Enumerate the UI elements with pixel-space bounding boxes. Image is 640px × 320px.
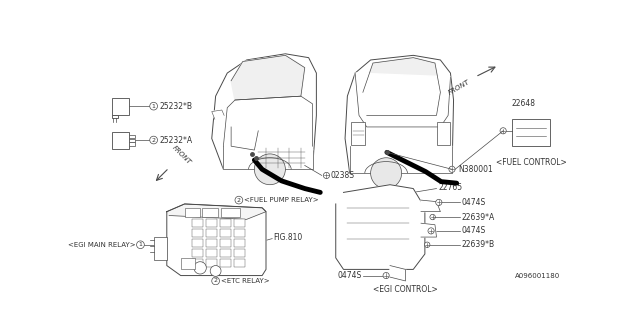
Circle shape [323,172,330,179]
Circle shape [136,241,145,249]
Circle shape [194,262,206,274]
Bar [436,122,451,145]
Text: 22765: 22765 [438,182,462,191]
Text: A096001180: A096001180 [515,273,561,279]
Text: 1: 1 [138,242,142,247]
Bar [206,260,217,267]
Polygon shape [231,127,259,150]
Bar [193,219,204,227]
Bar [351,122,365,145]
Text: <FUEL CONTROL>: <FUEL CONTROL> [495,158,566,167]
Bar [112,98,129,115]
Circle shape [383,273,389,279]
Text: <FUEL PUMP RELAY>: <FUEL PUMP RELAY> [244,197,319,203]
Circle shape [371,158,402,188]
Polygon shape [336,185,425,269]
Bar [193,229,204,237]
Text: 25232*A: 25232*A [159,136,192,145]
Bar [193,249,204,257]
Polygon shape [167,204,266,276]
Polygon shape [421,200,440,212]
Bar [193,260,204,267]
Text: <EGI CONTROL>: <EGI CONTROL> [373,285,438,294]
Text: 1: 1 [152,104,156,109]
Polygon shape [231,55,305,100]
Circle shape [500,128,506,134]
Circle shape [210,266,221,276]
Bar [206,229,217,237]
Circle shape [424,242,430,247]
Bar [184,208,200,217]
Text: <ETC RELAY>: <ETC RELAY> [221,278,269,284]
Bar [154,237,167,260]
Bar [206,249,217,257]
Bar [234,260,245,267]
Polygon shape [212,110,224,119]
Bar [221,208,241,217]
Bar [193,239,204,247]
Text: FRONT: FRONT [172,144,193,165]
Bar [129,139,135,142]
Circle shape [436,199,442,205]
Polygon shape [349,146,452,173]
Bar [234,219,245,227]
Bar [234,229,245,237]
Bar [129,142,135,146]
Circle shape [254,154,285,185]
Text: FRONT: FRONT [448,78,472,96]
Text: 0238S: 0238S [330,171,355,180]
Polygon shape [390,266,406,281]
Bar [112,115,118,118]
Polygon shape [223,146,312,169]
Polygon shape [167,204,266,219]
Circle shape [150,102,157,110]
Bar [129,135,135,139]
Bar [513,119,550,146]
Polygon shape [421,223,436,237]
Text: 0474S: 0474S [461,227,486,236]
Text: N380001: N380001 [458,165,493,174]
Bar [202,208,218,217]
Text: 25232*B: 25232*B [159,102,192,111]
Polygon shape [355,73,451,127]
Polygon shape [363,58,440,116]
Bar [206,219,217,227]
Text: 22648: 22648 [511,99,535,108]
Text: 22639*B: 22639*B [461,240,495,249]
Circle shape [212,277,220,285]
Circle shape [430,214,435,220]
Text: 22639*A: 22639*A [461,212,495,221]
Text: 0474S: 0474S [337,271,362,280]
Bar [234,249,245,257]
Text: 2: 2 [214,278,218,284]
Circle shape [150,136,157,144]
Text: FIG.810: FIG.810 [274,233,303,242]
Text: 2: 2 [237,197,241,203]
Circle shape [235,196,243,204]
Text: 0474S: 0474S [461,198,486,207]
Bar [112,132,129,148]
Bar [220,249,231,257]
Text: <EGI MAIN RELAY>: <EGI MAIN RELAY> [68,242,136,248]
Bar [206,239,217,247]
Bar [234,239,245,247]
Circle shape [428,228,434,234]
Bar [180,258,195,269]
Bar [220,260,231,267]
Bar [220,239,231,247]
Bar [220,219,231,227]
Bar [220,229,231,237]
Circle shape [449,166,455,172]
Text: 2: 2 [152,138,156,142]
Polygon shape [223,96,312,146]
